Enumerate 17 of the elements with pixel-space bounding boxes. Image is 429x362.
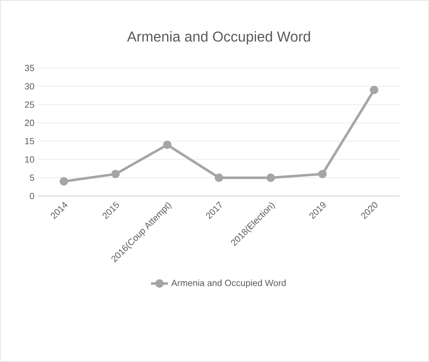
point <box>266 173 275 182</box>
y-tick-label: 25 <box>24 101 34 108</box>
y-tick-label: 5 <box>30 174 34 181</box>
y-tick-label: 30 <box>24 83 34 90</box>
y-tick-label: 15 <box>25 138 34 144</box>
y-tick-label: 20 <box>24 120 34 126</box>
legend-label: Armenia and Occupied Word <box>171 280 286 288</box>
point <box>163 140 172 150</box>
point <box>60 177 68 186</box>
point <box>214 173 224 182</box>
chart-title: Armenia and Occupied Word <box>127 31 310 45</box>
y-tick-label: 10 <box>25 156 34 163</box>
y-tick-label: 35 <box>24 64 34 72</box>
point <box>370 86 378 94</box>
point <box>111 170 120 178</box>
point <box>318 170 327 178</box>
y-tick-label: 0 <box>30 192 34 200</box>
